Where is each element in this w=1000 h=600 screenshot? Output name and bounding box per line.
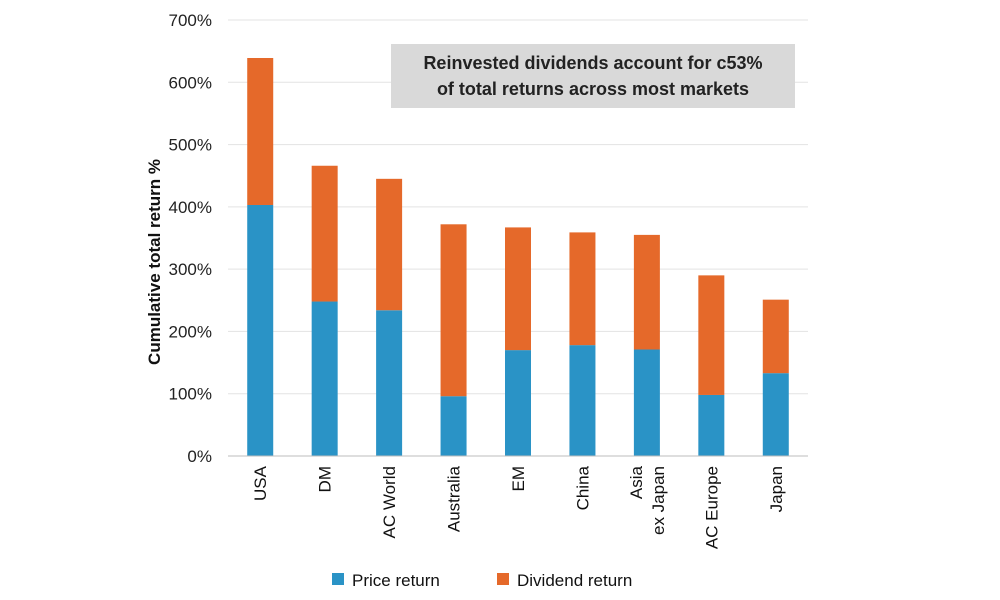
y-tick-label: 600% (169, 73, 212, 92)
legend-label-price-return: Price return (352, 571, 440, 590)
annotation-box: Reinvested dividends account for c53% of… (391, 44, 795, 108)
bar-dividend-return (505, 227, 531, 351)
bar-dividend-return (311, 165, 338, 302)
x-tick-label: AC World (380, 466, 399, 538)
bar-price-return (505, 350, 531, 456)
legend: Price return Dividend return (332, 571, 632, 590)
bar-dividend-return (762, 299, 789, 374)
x-tick-label: China (573, 465, 592, 510)
bar-price-return (698, 394, 725, 456)
x-tick-label: USA (251, 465, 270, 501)
bar-price-return (762, 373, 789, 456)
legend-swatch-price-return (332, 573, 344, 585)
annotation-line-1: Reinvested dividends account for c53% (423, 53, 762, 73)
bars (247, 57, 789, 456)
annotation-background (391, 44, 795, 108)
y-tick-label: 300% (169, 260, 212, 279)
x-tick-label: Japan (767, 466, 786, 512)
x-tick-label: AC Europe (702, 466, 721, 549)
y-tick-label: 400% (169, 198, 212, 217)
x-tick-label: EM (509, 466, 528, 492)
bar-dividend-return (633, 234, 660, 350)
bar-price-return (247, 204, 274, 456)
legend-label-dividend-return: Dividend return (517, 571, 632, 590)
annotation-line-2: of total returns across most markets (437, 79, 749, 99)
y-tick-labels: 0% 100% 200% 300% 400% 500% 600% 700% (169, 11, 212, 466)
x-tick-label: Asia (627, 465, 646, 499)
bar-dividend-return (698, 275, 725, 395)
x-tick-labels: USA DM AC World Australia EM China Asia ex Japa… (251, 465, 786, 549)
bar-price-return (569, 345, 596, 456)
bar-dividend-return (376, 178, 403, 311)
y-tick-label: 100% (169, 385, 212, 404)
y-tick-label: 700% (169, 11, 212, 30)
x-tick-label: Australia (445, 465, 464, 532)
bar-price-return (311, 301, 338, 456)
bar-price-return (633, 349, 660, 456)
y-tick-label: 0% (187, 447, 212, 466)
y-axis-label: Cumulative total return % (145, 159, 164, 365)
y-tick-label: 200% (169, 322, 212, 341)
bar-dividend-return (247, 57, 274, 205)
legend-swatch-dividend-return (497, 573, 509, 585)
x-tick-label: DM (316, 466, 335, 492)
x-tick-label: ex Japan (649, 466, 668, 535)
y-tick-label: 500% (169, 136, 212, 155)
bar-dividend-return (569, 232, 596, 346)
bar-price-return (376, 310, 403, 456)
bar-dividend-return (440, 224, 467, 397)
bar-price-return (440, 396, 467, 456)
